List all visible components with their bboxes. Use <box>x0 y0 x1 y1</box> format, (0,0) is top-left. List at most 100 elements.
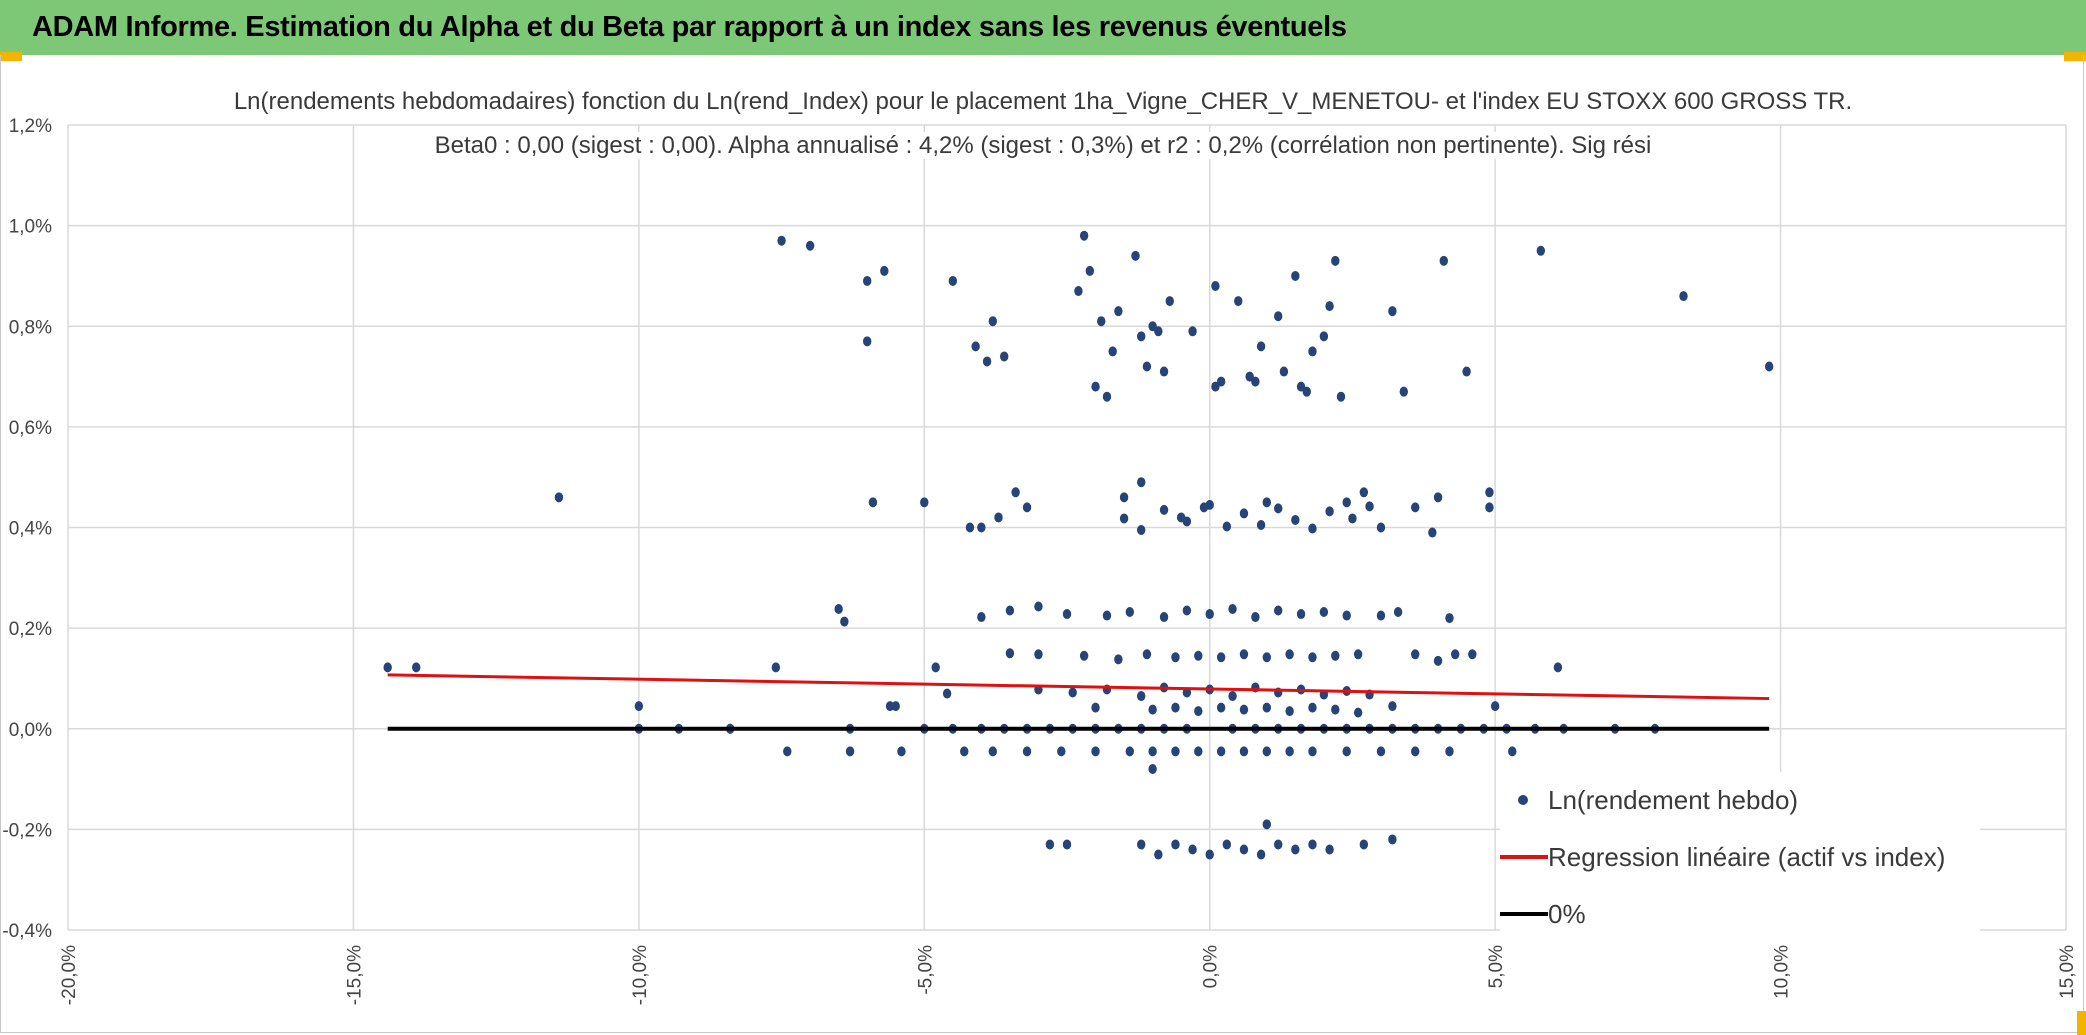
scatter-point <box>1171 839 1180 850</box>
scatter-point <box>1131 250 1140 261</box>
scatter-point <box>1679 291 1688 302</box>
scatter-point <box>1022 746 1032 757</box>
scatter-point <box>1102 391 1112 402</box>
scatter-point <box>1194 650 1203 661</box>
scatter-point <box>1279 366 1289 377</box>
scatter-point <box>1079 650 1089 661</box>
scatter-point <box>1508 746 1517 757</box>
scatter-point <box>1068 687 1077 698</box>
scatter-point <box>1137 525 1146 536</box>
scatter-point <box>1439 255 1448 266</box>
scatter-point <box>1239 844 1249 855</box>
scatter-point <box>920 497 929 508</box>
legend-item-regression: Regression linéaire (actif vs index) <box>1500 839 1945 875</box>
scatter-point <box>1428 527 1437 538</box>
scatter-point <box>1285 746 1294 757</box>
scatter-point <box>1216 376 1226 387</box>
corner-handle-top-right[interactable] <box>2064 52 2086 61</box>
scatter-point <box>1216 746 1226 757</box>
scatter-point <box>1325 301 1334 312</box>
scatter-point <box>1142 361 1152 372</box>
scatter-point <box>1274 311 1283 322</box>
scatter-point <box>1108 346 1117 357</box>
scatter-point <box>1308 702 1317 713</box>
scatter-point <box>1376 610 1386 621</box>
scatter-point <box>977 522 986 533</box>
scatter-point <box>1239 746 1249 757</box>
scatter-point <box>840 616 849 627</box>
scatter-point <box>1262 497 1272 508</box>
scatter-point <box>1159 612 1169 623</box>
scatter-point <box>1256 519 1266 530</box>
scatter-point <box>1376 522 1386 533</box>
scatter-point <box>1194 746 1203 757</box>
scatter-point <box>1205 609 1214 620</box>
scatter-point <box>1148 704 1157 715</box>
scatter-point <box>1308 652 1317 663</box>
scatter-point <box>1239 649 1249 660</box>
scatter-point <box>1256 341 1266 352</box>
y-tick-label: 0,8% <box>9 317 52 338</box>
scatter-point <box>1274 605 1283 616</box>
scatter-point <box>1239 508 1249 519</box>
scatter-point <box>1485 502 1494 513</box>
scatter-point <box>1319 607 1329 618</box>
scatter-point <box>1285 706 1294 717</box>
scatter-point <box>1034 649 1043 660</box>
scatter-point <box>1114 306 1123 317</box>
scatter-point <box>1462 366 1471 377</box>
scatter-point <box>1222 839 1232 850</box>
scatter-point <box>1034 601 1043 612</box>
scatter-point <box>1433 492 1443 503</box>
scatter-point <box>771 662 781 673</box>
scatter-point <box>1348 513 1357 524</box>
scatter-point <box>783 746 792 757</box>
scatter-point <box>1114 654 1123 665</box>
scatter-point <box>1000 351 1009 362</box>
scatter-point <box>1211 281 1220 291</box>
scatter-point <box>1388 834 1397 845</box>
y-tick-label: 1,0% <box>9 217 52 238</box>
y-tick-label: 0,4% <box>9 519 52 540</box>
y-tick-label: -0,2% <box>2 820 52 841</box>
scatter-point <box>1331 255 1340 266</box>
corner-handle-bottom-right[interactable] <box>2077 1011 2086 1035</box>
scatter-point <box>1022 502 1032 513</box>
x-tick-label: -15,0% <box>344 945 365 1005</box>
scatter-point <box>982 356 992 367</box>
legend-marker-regression <box>1500 839 1548 875</box>
x-tick-label: -20,0% <box>59 945 80 1005</box>
scatter-point <box>1074 286 1083 297</box>
scatter-point <box>1085 265 1095 276</box>
legend-marker-scatter <box>1500 782 1548 818</box>
scatter-point <box>1553 662 1563 673</box>
scatter-point <box>960 746 969 757</box>
corner-handle-top-left[interactable] <box>0 52 22 61</box>
scatter-point <box>845 746 855 757</box>
scatter-point <box>1154 849 1163 860</box>
scatter-point <box>1165 296 1174 307</box>
scatter-point <box>971 341 980 352</box>
scatter-point <box>1296 609 1306 620</box>
scatter-point <box>948 275 958 286</box>
scatter-point <box>1194 706 1203 717</box>
legend-line-black-icon <box>1500 912 1548 916</box>
chart-frame <box>0 55 2084 1033</box>
scatter-point <box>1342 497 1351 508</box>
scatter-point <box>1119 492 1129 503</box>
x-tick-label: -10,0% <box>630 945 651 1005</box>
scatter-point <box>965 522 975 533</box>
scatter-point <box>1308 346 1317 357</box>
scatter-point <box>1274 839 1283 850</box>
scatter-point <box>1393 607 1403 618</box>
report-title: ADAM Informe. Estimation du Alpha et du … <box>32 11 1347 43</box>
scatter-point <box>1097 316 1106 327</box>
scatter-point <box>1365 501 1374 512</box>
scatter-point <box>1291 270 1300 281</box>
scatter-point <box>942 688 952 699</box>
scatter-point <box>1091 702 1100 713</box>
scatter-point <box>1234 296 1243 307</box>
scatter-point <box>1359 839 1369 850</box>
scatter-point <box>1336 391 1346 402</box>
